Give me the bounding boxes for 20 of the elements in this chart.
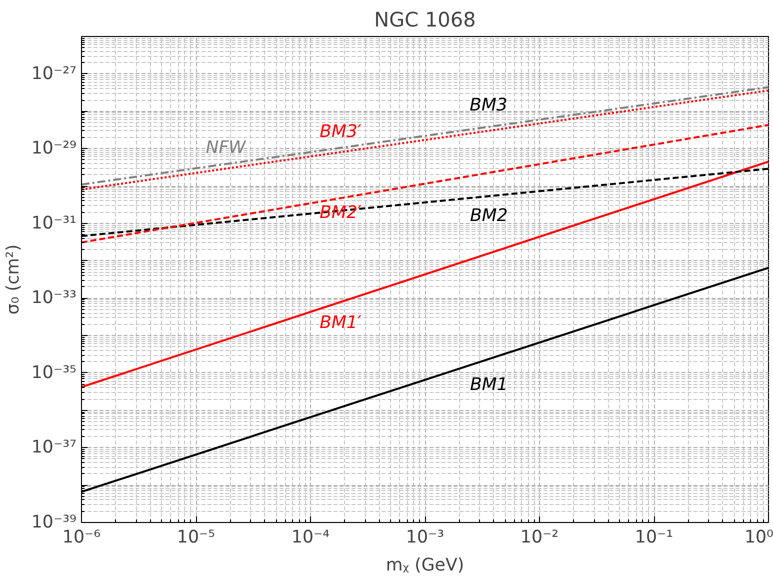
chart-title: NGC 1068 xyxy=(374,8,476,32)
y-tick-label: 10⁻³⁷ xyxy=(31,438,77,458)
series-label: BM1′ xyxy=(320,313,362,334)
x-axis-title: mᵪ (GeV) xyxy=(386,556,464,576)
y-tick-label: 10⁻³¹ xyxy=(31,213,77,234)
x-tick-label: 10⁻⁵ xyxy=(176,528,216,548)
y-tick-label: 10⁻²⁹ xyxy=(31,138,77,159)
series-label: BM1 xyxy=(470,374,508,395)
x-tick-label: 10⁻⁴ xyxy=(291,528,330,548)
series-label: BM3′ xyxy=(320,122,362,142)
x-tick-label: 10⁻³ xyxy=(406,528,444,548)
y-axis-title: σ₀ (cm²) xyxy=(3,244,24,315)
x-tick-label: 10⁰ xyxy=(744,528,773,548)
y-tick-label: 10⁻²⁷ xyxy=(31,64,77,84)
y-tick-label: 10⁻³⁵ xyxy=(31,362,77,383)
y-tick-label: 10⁻³³ xyxy=(31,288,77,308)
x-tick-label: 10⁻¹ xyxy=(634,528,674,548)
x-tick-label: 10⁻² xyxy=(520,528,559,548)
annotation: BM3 xyxy=(470,96,508,116)
series-label: BM2 xyxy=(470,206,508,226)
